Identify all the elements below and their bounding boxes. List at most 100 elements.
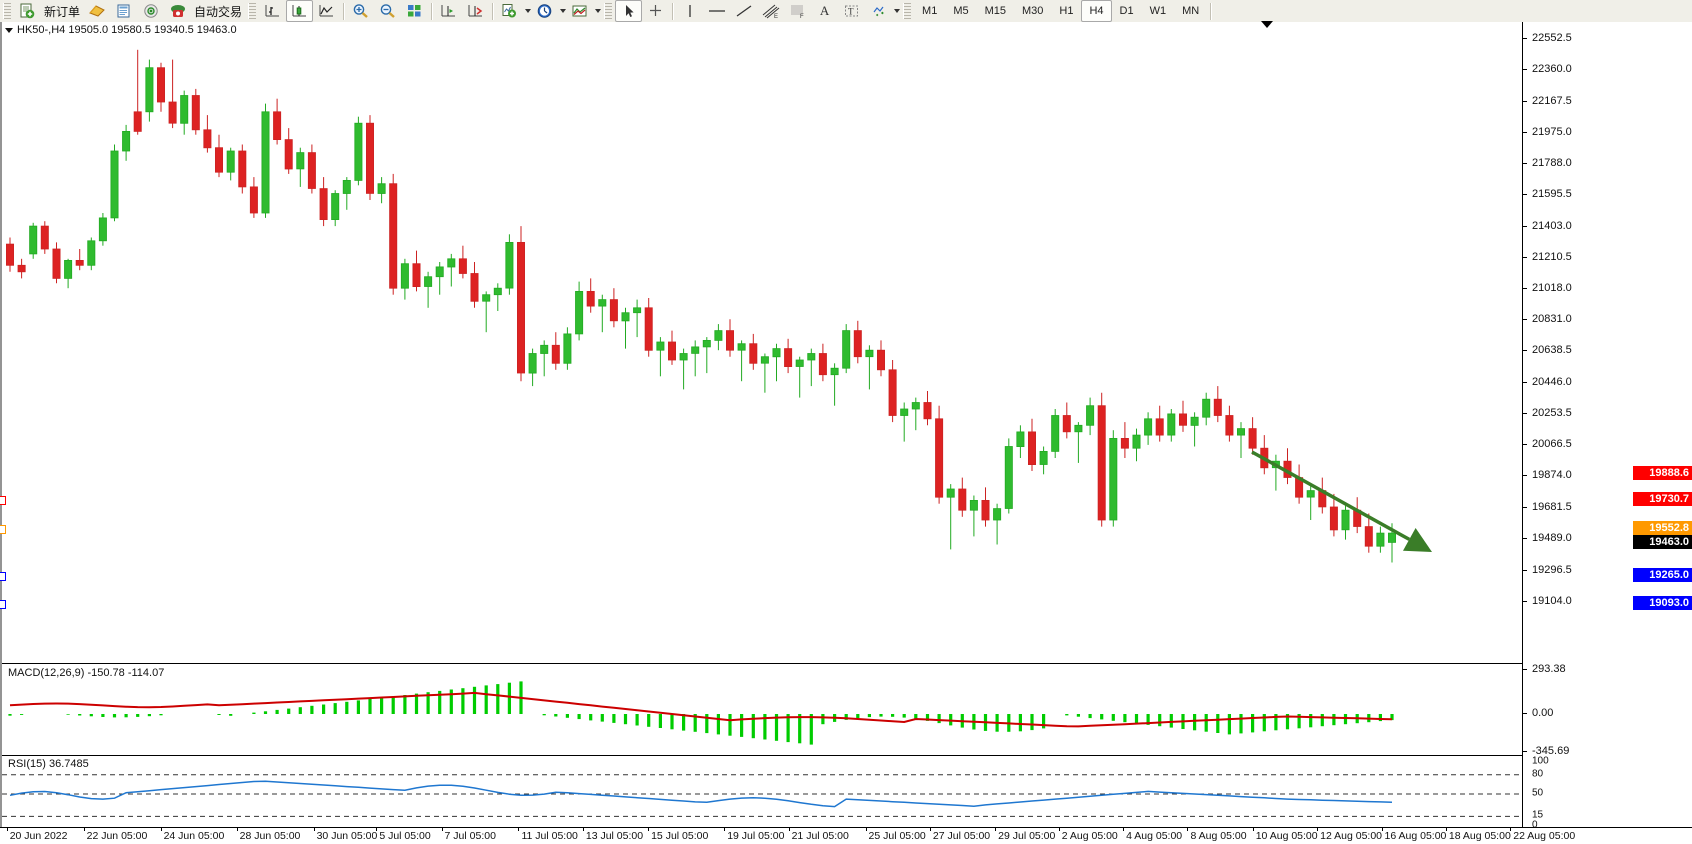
timeframe-button-m15[interactable]: M15 xyxy=(977,0,1014,22)
line-chart-icon[interactable] xyxy=(313,0,340,22)
time-tick xyxy=(1317,828,1319,831)
periods-dropdown-arrow[interactable] xyxy=(560,9,567,13)
rsi-panel[interactable]: RSI(15) 36.7485 xyxy=(2,755,1524,828)
timeframe-button-m30[interactable]: M30 xyxy=(1014,0,1051,22)
price-tick xyxy=(1523,413,1527,415)
rsi-series xyxy=(2,774,1524,817)
time-tick xyxy=(1381,828,1383,831)
trendline-icon[interactable] xyxy=(730,0,757,22)
timeframe-button-d1[interactable]: D1 xyxy=(1112,0,1142,22)
toolbar-separator-1 xyxy=(343,2,345,20)
time-axis[interactable]: 20 Jun 2022 22 Jun 05:00 24 Jun 05:00 28 Ju… xyxy=(0,827,1692,844)
macd-tick xyxy=(1523,713,1527,714)
price-tag-current-price[interactable]: 19463.0 xyxy=(1633,535,1692,550)
scroll-caret-icon[interactable] xyxy=(1261,21,1273,28)
time-tick-label: 22 Aug 05:00 xyxy=(1513,830,1576,842)
price-tick xyxy=(1523,37,1527,39)
text-icon[interactable]: A xyxy=(819,3,830,18)
price-tick-label: 21595.5 xyxy=(1532,188,1572,201)
chart-header: HK50-,H4 19505.0 19580.5 19340.5 19463.0 xyxy=(5,24,237,36)
auto-trading-label[interactable]: 自动交易 xyxy=(194,4,243,19)
new-order-label[interactable]: 新订单 xyxy=(44,4,81,19)
toolbar-grip[interactable] xyxy=(3,3,11,19)
time-tick-label: 15 Jul 05:00 xyxy=(651,830,709,842)
time-tick xyxy=(1058,828,1060,831)
price-tag-support-2[interactable]: 19093.0 xyxy=(1633,595,1692,610)
time-tick xyxy=(6,828,8,831)
templates-icon[interactable] xyxy=(566,0,593,22)
price-tick-label: 21403.0 xyxy=(1532,219,1572,232)
price-tag-resistance-2[interactable]: 19730.7 xyxy=(1633,491,1692,506)
candlestick-icon[interactable] xyxy=(286,0,314,22)
timeframe-button-m5[interactable]: M5 xyxy=(945,0,976,22)
time-tick-label: 8 Aug 05:00 xyxy=(1190,830,1247,842)
zoom-out-icon[interactable] xyxy=(374,0,401,22)
time-tick xyxy=(865,828,867,831)
toolbar-separator-2 xyxy=(431,2,433,20)
svg-text:F: F xyxy=(800,14,804,19)
bar-chart-icon[interactable] xyxy=(259,0,286,22)
text-label-icon[interactable]: T xyxy=(838,0,865,22)
horizontal-line-icon[interactable] xyxy=(703,0,730,22)
toolbar-grip-2[interactable] xyxy=(248,3,257,19)
timeframe-button-h4[interactable]: H4 xyxy=(1081,0,1112,22)
charts-icon[interactable] xyxy=(83,0,110,22)
objects-icon[interactable] xyxy=(865,0,892,22)
time-tick-label: 12 Aug 05:00 xyxy=(1320,830,1383,842)
time-tick-label: 7 Jul 05:00 xyxy=(444,830,496,842)
objects-dropdown-arrow[interactable] xyxy=(894,9,901,13)
price-tick-label: 21018.0 xyxy=(1532,282,1572,295)
price-tick xyxy=(1523,69,1527,71)
price-panel[interactable] xyxy=(0,22,1524,618)
auto-scroll-icon[interactable] xyxy=(462,0,489,22)
cursor-icon[interactable] xyxy=(615,0,643,22)
chart-canvas[interactable]: HK50-,H4 19505.0 19580.5 19340.5 19463.0… xyxy=(0,22,1524,827)
price-tick xyxy=(1523,100,1527,102)
navigator-icon[interactable] xyxy=(137,0,164,22)
macd-label: MACD(12,26,9) -150.78 -114.07 xyxy=(8,667,165,679)
vertical-line-icon[interactable] xyxy=(676,0,703,22)
price-tick xyxy=(1523,443,1527,445)
crosshair-icon[interactable] xyxy=(642,0,669,22)
timeframe-label: H1 xyxy=(1059,5,1074,17)
time-tick xyxy=(648,828,650,831)
indicators-icon[interactable] xyxy=(496,0,523,22)
zoom-in-icon[interactable] xyxy=(347,0,374,22)
templates-dropdown-arrow[interactable] xyxy=(595,9,602,13)
timeframe-label: W1 xyxy=(1149,5,1167,17)
price-tick xyxy=(1523,381,1527,383)
time-tick xyxy=(313,828,315,831)
toolbar-grip-3[interactable] xyxy=(604,3,613,19)
toolbar-separator-5 xyxy=(1210,2,1212,20)
price-tick-label: 21788.0 xyxy=(1532,156,1572,169)
time-tick xyxy=(518,828,520,831)
chart-window: HK50-,H4 19505.0 19580.5 19340.5 19463.0… xyxy=(0,21,1692,844)
price-tag-support-1[interactable]: 19265.0 xyxy=(1633,567,1692,582)
tile-windows-icon[interactable] xyxy=(401,0,428,22)
timeframe-button-m1[interactable]: M1 xyxy=(914,0,945,22)
toolbar-grip-4[interactable] xyxy=(903,3,912,19)
time-tick-label: 18 Aug 05:00 xyxy=(1448,830,1511,842)
time-tick-label: 28 Jun 05:00 xyxy=(239,830,301,842)
timeframe-label: M30 xyxy=(1022,5,1044,17)
chart-menu-caret-icon[interactable] xyxy=(5,27,13,33)
macd-panel[interactable]: MACD(12,26,9) -150.78 -114.07 xyxy=(2,663,1524,756)
shift-end-icon[interactable] xyxy=(435,0,462,22)
new-order-icon[interactable] xyxy=(14,0,41,22)
time-tick xyxy=(1445,828,1447,831)
equidistant-channel-icon[interactable]: E xyxy=(757,0,784,22)
price-axis[interactable]: 22552.5 22360.0 22167.5 21975.0 21788.0 21595… xyxy=(1261,21,1692,831)
fibonacci-icon[interactable]: F xyxy=(784,0,811,22)
price-tag-entry-level[interactable]: 19552.8 xyxy=(1633,520,1692,535)
terminal-icon[interactable] xyxy=(164,0,191,22)
time-tick-label: 29 Jul 05:00 xyxy=(998,830,1056,842)
market-watch-icon[interactable] xyxy=(110,0,137,22)
price-tag-resistance-1[interactable]: 19888.6 xyxy=(1633,465,1692,480)
indicators-dropdown-arrow[interactable] xyxy=(525,9,532,13)
timeframe-button-h1[interactable]: H1 xyxy=(1051,0,1081,22)
periods-icon[interactable] xyxy=(531,0,558,22)
time-tick-label: 2 Aug 05:00 xyxy=(1061,830,1118,842)
rsi-axis-label: 100 xyxy=(1532,755,1549,767)
timeframe-button-w1[interactable]: W1 xyxy=(1142,0,1175,22)
timeframe-button-mn[interactable]: MN xyxy=(1174,0,1207,22)
